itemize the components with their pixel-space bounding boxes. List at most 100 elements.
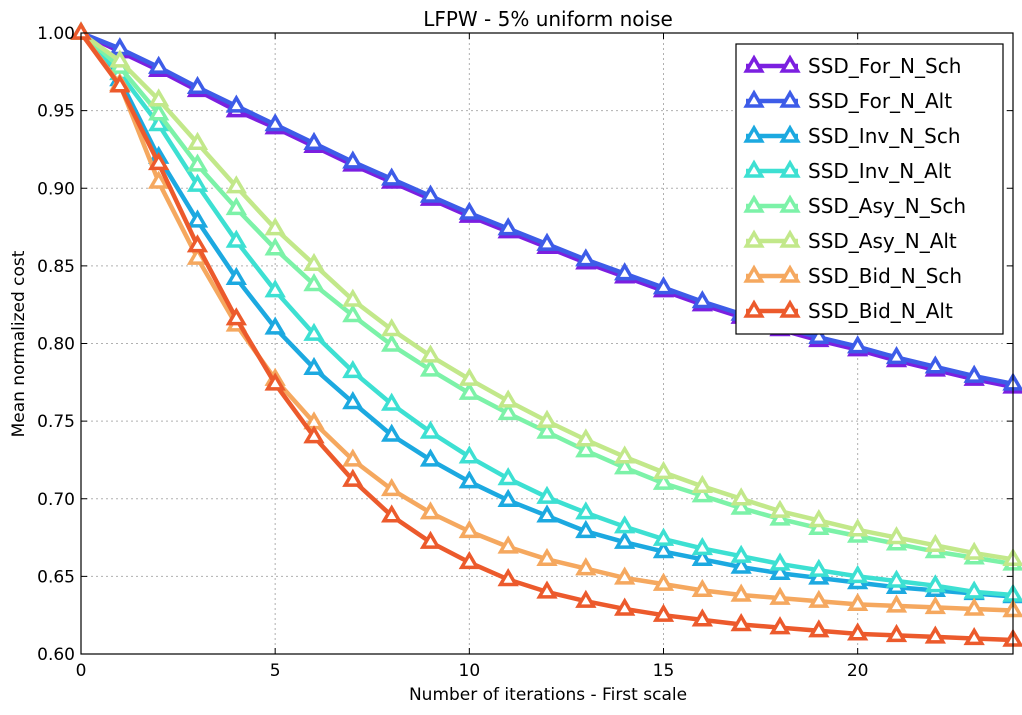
data-point bbox=[691, 474, 713, 494]
data-point bbox=[303, 356, 325, 376]
data-point bbox=[536, 580, 558, 599]
data-point bbox=[342, 150, 364, 169]
x-tick-label: 15 bbox=[653, 661, 675, 681]
data-point bbox=[614, 262, 636, 281]
series-SSD_Bid_N_Alt bbox=[70, 21, 1022, 647]
data-point bbox=[536, 420, 558, 439]
series-SSD_For_N_Alt bbox=[70, 21, 1022, 391]
legend-label: SSD_For_N_Alt bbox=[808, 89, 952, 113]
data-point bbox=[536, 504, 558, 523]
data-point bbox=[575, 439, 597, 458]
data-point bbox=[303, 425, 325, 444]
data-point bbox=[691, 484, 713, 503]
data-point bbox=[808, 589, 830, 608]
data-point bbox=[691, 290, 713, 309]
data-point bbox=[148, 55, 170, 74]
data-point bbox=[186, 209, 209, 228]
legend-item: SSD_Inv_N_Alt bbox=[743, 159, 951, 183]
y-tick-label: 0.65 bbox=[37, 567, 75, 587]
series-SSD_Asy_N_Alt bbox=[70, 21, 1022, 567]
data-point bbox=[497, 535, 519, 554]
data-point bbox=[847, 335, 869, 354]
y-axis-title: Mean normalized cost bbox=[9, 250, 29, 437]
data-point bbox=[458, 519, 480, 539]
data-point bbox=[497, 401, 519, 421]
data-point bbox=[225, 307, 247, 326]
data-point bbox=[381, 423, 403, 442]
data-point bbox=[885, 623, 908, 643]
data-point bbox=[148, 88, 170, 107]
data-point bbox=[225, 94, 247, 113]
legend-marker bbox=[743, 54, 765, 73]
data-point bbox=[652, 603, 675, 622]
legend-marker bbox=[743, 124, 765, 143]
data-point bbox=[808, 325, 830, 344]
data-point bbox=[575, 428, 597, 447]
data-point bbox=[652, 471, 675, 490]
data-point bbox=[225, 175, 247, 194]
legend-item: SSD_Inv_N_Sch bbox=[743, 124, 961, 148]
y-tick-label: 0.75 bbox=[37, 412, 75, 432]
data-point bbox=[924, 574, 946, 593]
data-point bbox=[575, 248, 597, 267]
y-tick-label: 0.95 bbox=[37, 102, 75, 122]
y-tick-label: 0.90 bbox=[37, 179, 75, 199]
data-point bbox=[536, 547, 558, 567]
data-point bbox=[963, 627, 985, 646]
data-point bbox=[497, 217, 519, 236]
data-point bbox=[536, 409, 558, 428]
data-point bbox=[381, 333, 403, 352]
data-point bbox=[769, 616, 791, 635]
data-point bbox=[924, 595, 946, 615]
data-point bbox=[614, 530, 636, 549]
data-point bbox=[381, 392, 403, 411]
data-point bbox=[381, 504, 403, 523]
legend-label: SSD_Asy_N_Sch bbox=[808, 194, 966, 218]
data-point bbox=[730, 487, 752, 506]
data-point bbox=[186, 173, 209, 192]
data-point bbox=[847, 622, 869, 641]
data-point bbox=[303, 252, 325, 272]
data-point bbox=[614, 597, 636, 616]
data-point bbox=[381, 167, 403, 186]
data-point bbox=[419, 420, 442, 439]
legend-marker bbox=[779, 299, 801, 318]
data-point bbox=[419, 448, 442, 467]
data-point bbox=[730, 496, 752, 515]
data-point bbox=[186, 234, 209, 253]
data-point bbox=[963, 364, 985, 383]
data-point bbox=[924, 355, 946, 374]
legend-box bbox=[735, 43, 1004, 335]
y-tick-label: 0.80 bbox=[37, 335, 75, 355]
data-point bbox=[186, 75, 209, 95]
legend-item: SSD_Asy_N_Alt bbox=[743, 229, 957, 253]
legend-marker bbox=[743, 299, 765, 318]
data-point bbox=[730, 583, 752, 602]
data-point bbox=[342, 468, 364, 487]
data-point bbox=[458, 201, 480, 220]
axis-ticks bbox=[80, 32, 1013, 655]
data-point bbox=[769, 586, 791, 605]
legend-marker bbox=[779, 194, 801, 213]
legend-marker bbox=[743, 194, 765, 213]
data-point bbox=[769, 499, 791, 518]
data-point bbox=[769, 552, 791, 571]
x-tick-label: 5 bbox=[270, 661, 281, 681]
data-point bbox=[614, 566, 636, 585]
data-point bbox=[924, 625, 946, 644]
data-point bbox=[575, 557, 597, 576]
legend-label: SSD_Inv_N_Sch bbox=[808, 124, 961, 148]
y-tick-label: 1.00 bbox=[37, 24, 75, 44]
data-point bbox=[419, 184, 442, 203]
data-point bbox=[148, 113, 170, 132]
data-point bbox=[109, 49, 131, 68]
legend-marker bbox=[743, 159, 765, 178]
legend-item: SSD_For_N_Sch bbox=[743, 54, 961, 78]
legend-marker bbox=[779, 159, 801, 178]
data-point bbox=[575, 519, 597, 539]
data-point bbox=[381, 318, 403, 337]
data-point bbox=[342, 288, 364, 307]
data-point bbox=[225, 266, 247, 286]
data-point bbox=[381, 477, 403, 497]
